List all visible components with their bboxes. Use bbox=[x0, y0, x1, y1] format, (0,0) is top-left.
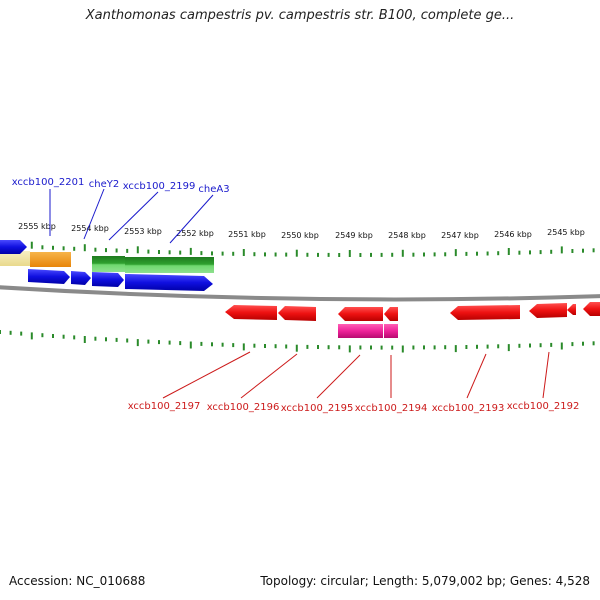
gene-label[interactable]: xccb100_2194 bbox=[355, 403, 428, 414]
label-leader-line bbox=[169, 194, 214, 244]
gene-arrow-blue[interactable] bbox=[28, 269, 70, 284]
gene-label[interactable]: cheY2 bbox=[89, 179, 119, 190]
gene-label[interactable]: xccb100_2195 bbox=[281, 403, 354, 414]
label-leader-line bbox=[240, 353, 298, 399]
scale-label: 2553 kbp bbox=[124, 227, 162, 236]
scale-label: 2547 kbp bbox=[441, 231, 479, 240]
label-leader-line bbox=[162, 351, 251, 399]
scale-label: 2552 kbp bbox=[176, 229, 214, 238]
gene-arrow-red[interactable] bbox=[384, 307, 398, 321]
gene-label[interactable]: xccb100_2201 bbox=[12, 177, 85, 188]
label-leader-line bbox=[108, 191, 159, 241]
gene-arrow-red[interactable] bbox=[583, 302, 600, 316]
scale-label: 2545 kbp bbox=[547, 228, 585, 237]
gene-label[interactable]: xccb100_2196 bbox=[207, 402, 280, 413]
label-leader-line bbox=[542, 351, 550, 399]
label-leader-line bbox=[316, 354, 361, 399]
gene-feature-green[interactable] bbox=[125, 257, 214, 273]
gene-arrow-red[interactable] bbox=[450, 305, 520, 320]
accession-text: Accession: NC_010688 bbox=[9, 574, 146, 588]
gene-label[interactable]: xccb100_2192 bbox=[507, 401, 580, 412]
gene-arrow-red[interactable] bbox=[338, 307, 383, 321]
gene-label[interactable]: xccb100_2193 bbox=[432, 403, 505, 414]
scale-ticks-top bbox=[0, 241, 595, 257]
label-leader-line bbox=[466, 353, 487, 399]
label-leader-line bbox=[83, 188, 105, 240]
gene-arrow-blue[interactable] bbox=[71, 271, 91, 285]
gene-arrow-blue[interactable] bbox=[0, 240, 27, 254]
scale-label: 2554 kbp bbox=[71, 224, 109, 233]
scale-label: 2551 kbp bbox=[228, 230, 266, 239]
gene-label[interactable]: cheA3 bbox=[198, 184, 229, 195]
gene-arrow-red[interactable] bbox=[529, 303, 567, 318]
gene-feature-magenta[interactable] bbox=[384, 324, 398, 338]
gene-feature-orange[interactable] bbox=[30, 252, 71, 267]
gene-arrow-red[interactable] bbox=[278, 306, 316, 321]
scale-label: 2555 kbp bbox=[18, 222, 56, 231]
gene-arrow-red[interactable] bbox=[567, 304, 576, 315]
gene-label[interactable]: xccb100_2197 bbox=[128, 401, 201, 412]
gene-feature-magenta[interactable] bbox=[338, 324, 383, 338]
gene-feature-green[interactable] bbox=[92, 256, 125, 272]
gene-feature-pale[interactable] bbox=[0, 251, 30, 266]
genome-summary-text: Topology: circular; Length: 5,079,002 bp… bbox=[260, 574, 590, 588]
gene-arrow-blue[interactable] bbox=[125, 274, 213, 291]
scale-label: 2550 kbp bbox=[281, 231, 319, 240]
scale-label: 2546 kbp bbox=[494, 230, 532, 239]
genome-title: Xanthomonas campestris pv. campestris st… bbox=[85, 8, 515, 23]
gene-arrow-red[interactable] bbox=[225, 305, 277, 320]
scale-ticks-bottom bbox=[0, 330, 595, 353]
gene-arrow-blue[interactable] bbox=[92, 272, 124, 287]
genome-backbone bbox=[0, 285, 600, 302]
scale-label: 2548 kbp bbox=[388, 231, 426, 240]
gene-label[interactable]: xccb100_2199 bbox=[123, 181, 196, 192]
scale-label: 2549 kbp bbox=[335, 231, 373, 240]
